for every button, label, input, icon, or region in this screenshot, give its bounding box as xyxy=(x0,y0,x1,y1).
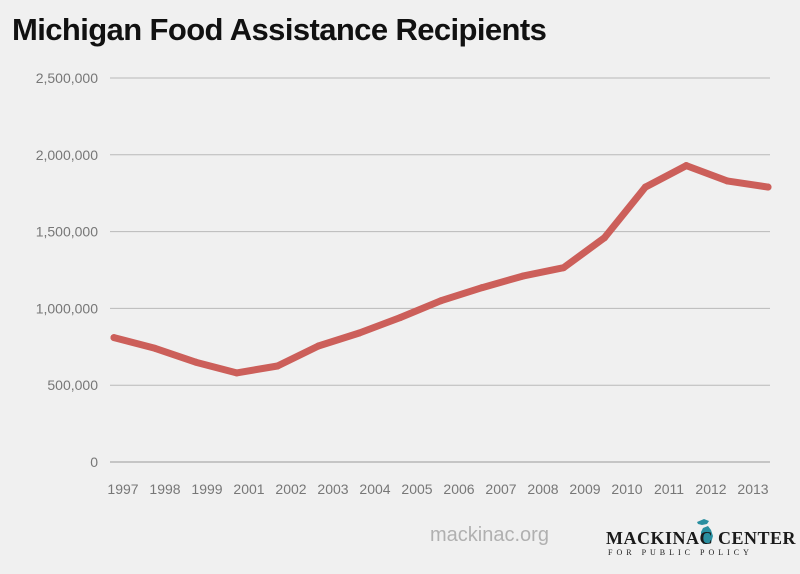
michigan-map-icon xyxy=(697,519,713,544)
x-tick-label: 2004 xyxy=(359,481,390,497)
data-point xyxy=(192,358,200,366)
logo-subtitle: FOR PUBLIC POLICY xyxy=(608,548,753,557)
x-tick-label: 2013 xyxy=(737,481,768,497)
data-point xyxy=(723,177,731,185)
x-tick-label: 2011 xyxy=(654,481,684,497)
logo-wordmark: MACKINAC CENTER xyxy=(606,528,797,548)
footer-url[interactable]: mackinac.org xyxy=(430,524,549,546)
data-point xyxy=(151,344,159,352)
y-tick-label: 2,000,000 xyxy=(36,147,98,163)
mackinac-center-logo: MACKINAC CENTER FOR PUBLIC POLICY xyxy=(606,516,796,558)
y-tick-label: 0 xyxy=(90,454,98,470)
data-point xyxy=(314,342,322,350)
data-point xyxy=(519,272,527,280)
series-layer xyxy=(110,162,772,377)
x-axis-ticks: 1997 1998 1999 2001 2002 2003 2004 2005 2006 2007… xyxy=(107,481,768,497)
data-point xyxy=(233,369,241,377)
chart-title: Michigan Food Assistance Recipients xyxy=(12,12,547,47)
data-point xyxy=(560,264,568,272)
data-point xyxy=(274,362,281,370)
x-tick-label: 2008 xyxy=(527,481,558,497)
x-tick-label: 2007 xyxy=(485,481,516,497)
y-axis-ticks: 0 500,000 1,000,000 1,500,000 2,000,000 2,500… xyxy=(36,70,99,470)
x-tick-label: 1999 xyxy=(191,481,222,497)
series-line xyxy=(110,162,772,377)
data-point xyxy=(355,329,363,337)
x-tick-label: 2003 xyxy=(317,481,348,497)
data-point xyxy=(682,162,690,170)
y-tick-label: 1,500,000 xyxy=(36,224,98,240)
x-tick-label: 2012 xyxy=(695,481,726,497)
data-point xyxy=(478,284,486,292)
x-tick-label: 2001 xyxy=(233,481,264,497)
x-tick-label: 2002 xyxy=(275,481,306,497)
data-point xyxy=(110,334,118,342)
data-point xyxy=(641,183,649,191)
x-tick-label: 1998 xyxy=(149,481,180,497)
y-tick-label: 1,000,000 xyxy=(36,300,98,316)
x-tick-label: 2006 xyxy=(443,481,474,497)
x-tick-label: 2005 xyxy=(401,481,432,497)
x-tick-label: 2010 xyxy=(611,481,642,497)
y-tick-label: 2,500,000 xyxy=(36,70,98,86)
data-point xyxy=(396,314,404,322)
y-tick-label: 500,000 xyxy=(47,377,98,393)
x-tick-label: 1997 xyxy=(107,481,138,497)
x-tick-label: 2009 xyxy=(569,481,600,497)
data-point xyxy=(437,297,445,305)
data-point xyxy=(601,234,608,242)
data-point xyxy=(764,183,772,191)
gridlines xyxy=(110,77,770,463)
